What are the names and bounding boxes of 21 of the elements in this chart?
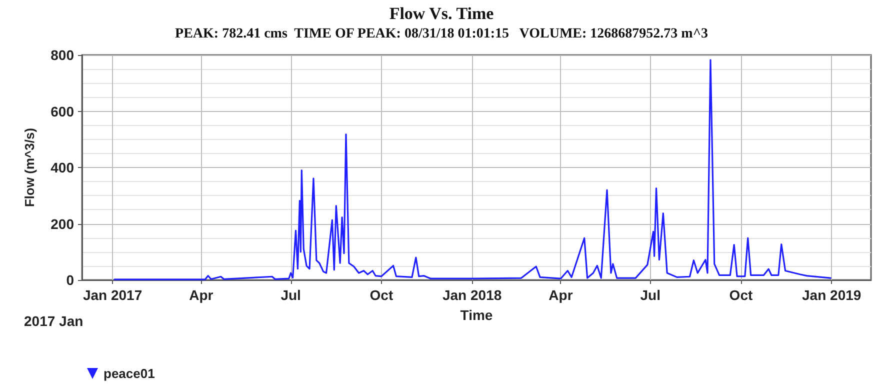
x-tick-label: Apr [548, 287, 574, 303]
chart-title: Flow Vs. Time [389, 4, 494, 23]
chart-subtitle: PEAK: 782.41 cms TIME OF PEAK: 08/31/18 01:01:15 VOLUME: 1268687952.73 m^3 [175, 26, 708, 42]
y-tick-label: 0 [66, 272, 74, 288]
y-axis-title: Flow (m^3/s) [22, 128, 37, 208]
x-tick-label: Jan 2018 [442, 287, 502, 303]
y-tick-label: 400 [50, 160, 74, 176]
x-tick-label: Jul [280, 287, 301, 303]
y-tick-label: 800 [50, 47, 74, 63]
legend-label: peace01 [104, 366, 155, 381]
line-series [114, 59, 832, 280]
x-tick-label: Jan 2019 [802, 287, 862, 303]
x-tick-label: Oct [729, 287, 753, 303]
x-tick-label: Oct [370, 287, 394, 303]
y-tick-label: 600 [50, 103, 74, 120]
x-tick-label: Jan 2017 [82, 287, 142, 303]
x-axis-title: Time [460, 307, 493, 323]
y-tick-label: 200 [50, 216, 74, 232]
x-tick-label: Apr [189, 287, 214, 303]
x-tick-label: Jul [640, 287, 660, 303]
text: 2017 Jan [24, 313, 84, 329]
